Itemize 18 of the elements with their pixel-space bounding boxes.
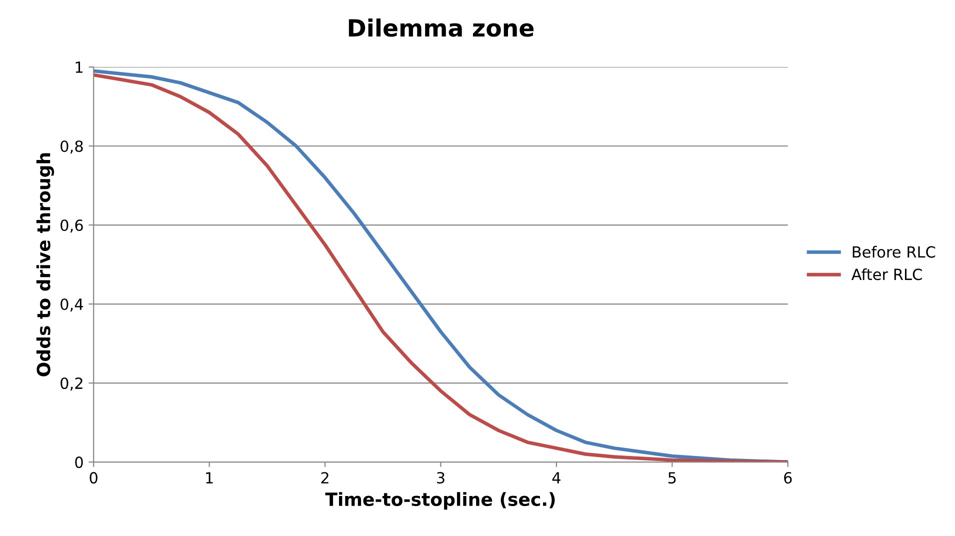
y-tick-label: 0,8 xyxy=(60,140,83,154)
x-tick-label: 2 xyxy=(321,472,328,484)
y-axis-title: Odds to drive through xyxy=(36,153,54,376)
y-tick-label: 0,2 xyxy=(60,377,82,391)
x-tick-label: 0 xyxy=(90,472,98,484)
y-tick-label: 1 xyxy=(76,62,82,73)
chart-title: Dilemma zone xyxy=(348,18,534,37)
x-tick-label: 5 xyxy=(668,472,676,484)
x-tick-label: 3 xyxy=(437,472,444,484)
legend-label: Before RLC xyxy=(852,246,936,258)
x-tick-label: 1 xyxy=(206,472,213,484)
x-tick-label: 6 xyxy=(784,472,792,484)
x-tick-label: 4 xyxy=(552,472,560,484)
x-axis-title: Time-to-stopline (sec.) xyxy=(325,492,555,510)
y-tick-label: 0 xyxy=(75,456,83,468)
y-tick-label: 0,6 xyxy=(60,219,83,233)
y-tick-label: 0,4 xyxy=(60,298,84,312)
legend-label: After RLC xyxy=(851,268,922,280)
